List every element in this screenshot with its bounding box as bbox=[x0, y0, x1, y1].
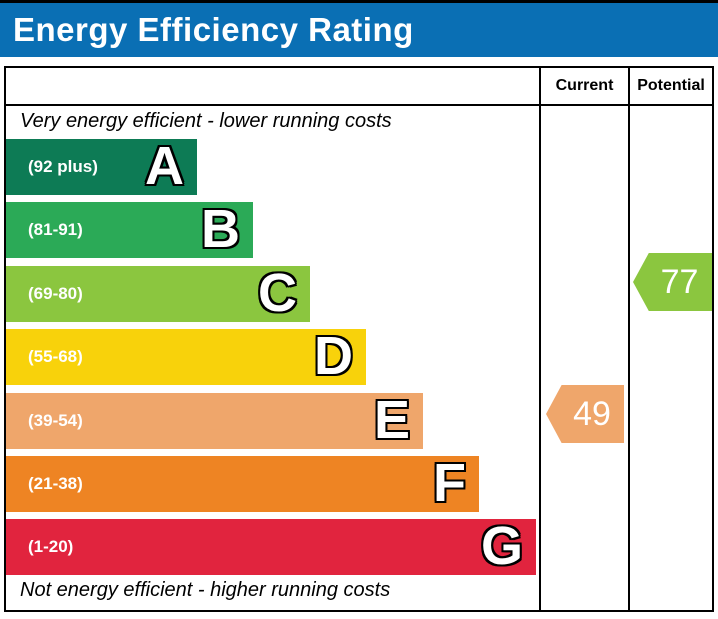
band-range-label: (55-68) bbox=[28, 347, 83, 367]
header-divider bbox=[6, 104, 712, 106]
rating-bands: (92 plus) A (81-91) B (69-80) C (55-68) … bbox=[6, 139, 539, 583]
current-indicator: 49 bbox=[546, 385, 624, 443]
potential-indicator: 77 bbox=[633, 253, 712, 311]
potential-column-header: Potential bbox=[637, 77, 705, 94]
band-letter: A bbox=[145, 136, 184, 196]
band-range-label: (92 plus) bbox=[28, 157, 98, 176]
band-range-label: (39-54) bbox=[28, 410, 83, 430]
potential-column-divider bbox=[628, 68, 630, 610]
band-letter: G bbox=[480, 516, 523, 577]
band-bar-a: (92 plus) A bbox=[6, 139, 197, 195]
band-bar-f: (21-38) F bbox=[6, 452, 479, 513]
current-column-divider bbox=[539, 68, 541, 610]
band-range-label: (1-20) bbox=[28, 537, 74, 557]
page-title: Energy Efficiency Rating bbox=[13, 11, 414, 48]
current-column-header: Current bbox=[555, 77, 614, 94]
top-border-line bbox=[0, 0, 718, 3]
band-letter: F bbox=[433, 452, 466, 513]
band-letter: D bbox=[314, 326, 353, 387]
current-value: 49 bbox=[573, 395, 611, 433]
band-bar-d: (55-68) D bbox=[6, 326, 366, 387]
band-bar-e: (39-54) E bbox=[6, 389, 423, 450]
potential-value: 77 bbox=[660, 263, 699, 301]
band-bar-b: (81-91) B bbox=[6, 199, 253, 260]
band-bar-g: (1-20) G bbox=[6, 516, 536, 577]
rating-table: Current Potential Very energy efficient … bbox=[4, 66, 714, 612]
band-bar-c: (69-80) C bbox=[6, 262, 310, 323]
band-range-label: (69-80) bbox=[28, 283, 83, 303]
band-letter: C bbox=[258, 262, 297, 323]
band-letter: B bbox=[201, 199, 240, 260]
band-range-label: (21-38) bbox=[28, 473, 83, 493]
bottom-note: Not energy efficient - higher running co… bbox=[20, 579, 391, 601]
title-bar: Energy Efficiency Rating bbox=[0, 3, 718, 57]
band-letter: E bbox=[373, 389, 410, 450]
band-range-label: (81-91) bbox=[28, 220, 83, 240]
top-note: Very energy efficient - lower running co… bbox=[20, 110, 392, 132]
